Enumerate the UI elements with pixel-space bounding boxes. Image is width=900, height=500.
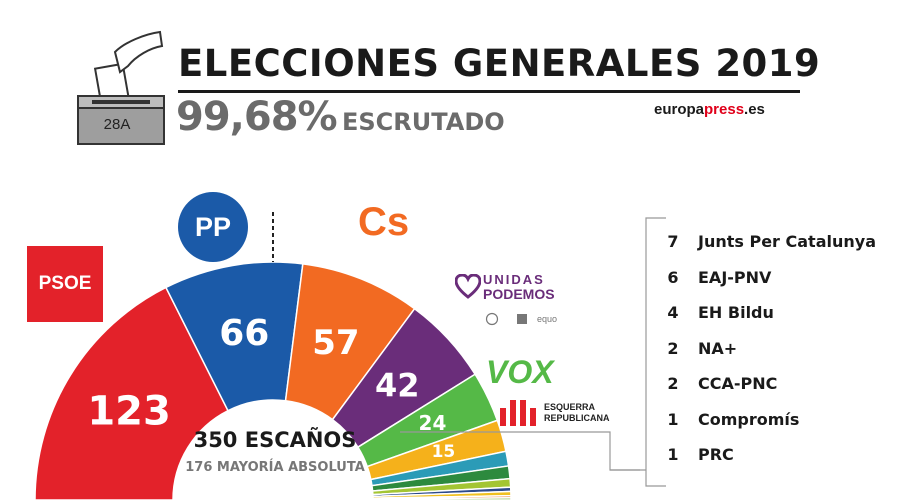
heart-icon <box>455 274 481 299</box>
others-party-name: CCA-PNC <box>698 374 778 393</box>
erc-line-2: REPUBLICANA <box>544 413 610 423</box>
seat-label-3: 42 <box>375 366 420 404</box>
coalition-icons <box>485 312 527 326</box>
page-title: ELECCIONES GENERALES 2019 <box>178 42 821 85</box>
others-seat-count: 1 <box>667 409 679 429</box>
scrutiny-label: ESCRUTADO <box>342 108 505 136</box>
brand-logo[interactable]: europapress.es <box>654 101 765 118</box>
scrutiny-value: 99,68% <box>176 94 338 140</box>
erc-line-1: ESQUERRA <box>544 402 596 412</box>
others-seat-count: 1 <box>667 445 679 464</box>
majority-label: 176 MAYORÍA ABSOLUTA <box>185 460 365 475</box>
others-party-name: EAJ-PNV <box>698 267 772 287</box>
pp-logo: PP <box>178 192 248 262</box>
brand-part-2: press <box>704 101 745 118</box>
others-seat-count: 2 <box>667 374 679 393</box>
up-line-1: UNIDAS <box>483 272 545 287</box>
seat-label-5: 15 <box>432 442 456 462</box>
others-party-name: Compromís <box>698 409 800 429</box>
others-party-name: PRC <box>698 445 734 464</box>
seat-label-1: 66 <box>219 313 269 354</box>
total-seats: 350 ESCAÑOS <box>193 428 357 452</box>
ballot-box-icon <box>77 30 165 145</box>
others-seat-count: 2 <box>667 338 679 358</box>
ballot-label: 28A <box>103 116 131 133</box>
others-seat-count: 4 <box>667 303 679 322</box>
others-list-bracket <box>610 217 666 487</box>
psoe-logo: PSOE <box>27 246 103 322</box>
brand-part-3: .es <box>744 101 765 118</box>
erc-stripes-icon <box>500 400 536 426</box>
erc-logo: ESQUERRA REPUBLICANA <box>498 396 628 430</box>
up-line-3: equo <box>537 314 558 324</box>
others-seat-count: 7 <box>667 232 679 251</box>
seat-slice-0 <box>34 286 230 500</box>
others-party-name: NA+ <box>698 338 738 358</box>
others-seat-count: 6 <box>667 267 679 287</box>
cs-logo: Cs <box>358 200 410 244</box>
vox-logo: VOX <box>486 354 554 390</box>
up-line-2: PODEMOS <box>483 286 555 302</box>
seat-slice-12 <box>372 497 512 500</box>
brand-part-1: europa <box>654 101 705 118</box>
title-rule <box>178 90 800 93</box>
others-party-name: Junts Per Catalunya <box>698 232 876 251</box>
seat-label-0: 123 <box>87 388 171 434</box>
others-party-name: EH Bildu <box>698 303 774 322</box>
seat-label-4: 24 <box>419 411 447 435</box>
seat-label-2: 57 <box>312 323 359 363</box>
